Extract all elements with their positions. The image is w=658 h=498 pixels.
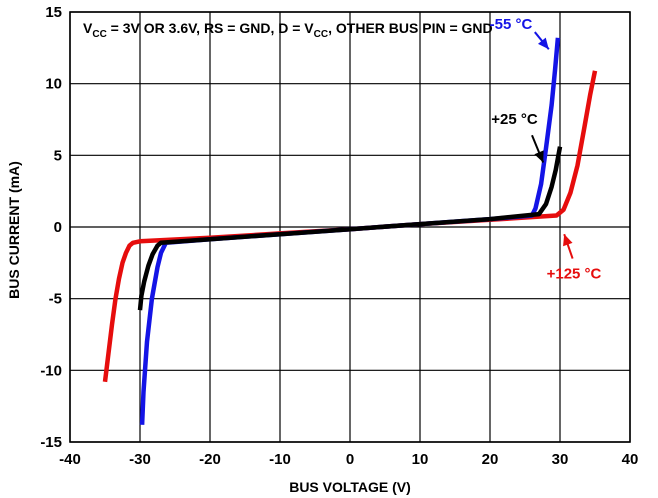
conditions-rest: , OTHER BUS PIN = GND [328, 20, 493, 36]
x-tick-label: -10 [269, 451, 291, 468]
vcc-subscript: CC [92, 29, 106, 40]
x-tick-labels: -40 -30 -20 -10 0 10 20 30 40 [59, 451, 638, 468]
y-tick-label: 5 [54, 147, 62, 164]
y-tick-label: 15 [45, 4, 62, 21]
plot-frame [69, 11, 631, 443]
annotations: -55 °C +25 °C +125 °C [490, 16, 602, 282]
y-tick-label: -5 [49, 291, 62, 308]
vcc-value: = 3V OR 3.6V, RS = GND, D = V [107, 20, 315, 36]
y-tick-label: -15 [40, 434, 62, 451]
x-tick-label: 20 [482, 451, 499, 468]
annotation-arrowhead [537, 37, 549, 50]
vcc-prefix: V [83, 20, 93, 36]
d-subscript: CC [314, 29, 328, 40]
y-tick-label: -10 [40, 362, 62, 379]
x-tick-label: 10 [412, 451, 429, 468]
series-lines [102, 37, 598, 425]
y-tick-label: 0 [54, 219, 62, 236]
x-tick-label: -30 [129, 451, 151, 468]
series-line [137, 146, 563, 311]
conditions-text: VCC = 3V OR 3.6V, RS = GND, D = VCC, OTH… [83, 20, 493, 40]
series-label: +125 °C [547, 266, 602, 283]
series-label: +25 °C [491, 111, 538, 128]
y-tick-labels: 15 10 5 0 -5 -10 -15 [40, 4, 62, 451]
x-tick-label: -40 [59, 451, 81, 468]
series-label: -55 °C [490, 16, 533, 33]
x-axis-label: BUS VOLTAGE (V) [289, 479, 411, 495]
annotation-arrowhead [534, 150, 544, 163]
annotation-arrowhead [563, 234, 573, 247]
plot-border [69, 11, 631, 443]
y-tick-label: 10 [45, 76, 62, 93]
x-tick-label: 40 [622, 451, 639, 468]
y-axis-label: BUS CURRENT (mA) [6, 161, 22, 299]
x-tick-label: 30 [552, 451, 569, 468]
x-tick-label: 0 [346, 451, 354, 468]
x-tick-label: -20 [199, 451, 221, 468]
